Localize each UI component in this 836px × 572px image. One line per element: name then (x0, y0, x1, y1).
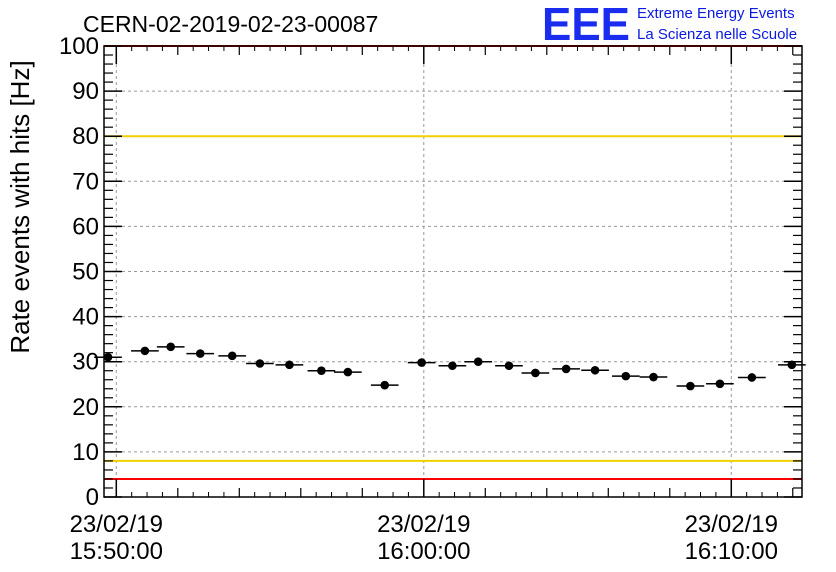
point-marker (686, 381, 695, 391)
data-point (438, 361, 467, 371)
point-marker (380, 380, 390, 390)
data-point (611, 371, 640, 381)
point-marker (417, 358, 426, 367)
point-marker (531, 368, 540, 378)
reference-lines (104, 45, 802, 480)
data-point (676, 381, 705, 391)
x-tick-labels: 23/02/1915:50:0023/02/1916:00:0023/02/19… (70, 511, 778, 565)
y-tick-label: 10 (72, 439, 99, 466)
point-marker (195, 349, 205, 358)
y-tick-label: 70 (72, 168, 99, 195)
point-marker (715, 379, 725, 389)
data-point (246, 359, 274, 368)
point-marker (590, 365, 600, 375)
data-point (552, 364, 580, 374)
y-tick-label: 60 (72, 213, 99, 240)
chart-title: CERN-02-2019-02-23-00087 (83, 11, 378, 37)
y-tick-label: 80 (72, 123, 99, 150)
point-marker (621, 371, 631, 381)
plot-frame (103, 45, 803, 498)
point-marker (504, 361, 514, 371)
data-point (156, 342, 185, 352)
data-point (581, 365, 609, 375)
point-marker (448, 361, 457, 371)
y-tick-label: 20 (72, 394, 99, 421)
point-marker (166, 342, 176, 352)
point-marker (473, 357, 483, 367)
data-point (738, 373, 766, 382)
point-marker (343, 367, 353, 377)
x-tick-date: 23/02/19 (70, 511, 163, 538)
point-marker (561, 364, 571, 374)
data-point (275, 360, 304, 370)
y-tick-label: 40 (72, 304, 99, 331)
y-axis-label: Rate events with hits [Hz] (5, 60, 35, 353)
point-marker (649, 372, 658, 382)
logo-line-1: Extreme Energy Events (637, 5, 795, 22)
data-point (186, 349, 215, 358)
point-marker (747, 373, 757, 382)
point-marker (787, 360, 797, 370)
y-tick-label: 30 (72, 349, 99, 376)
x-tick-date: 23/02/19 (685, 511, 778, 538)
data-point (521, 368, 550, 378)
logo-line-2: La Scienza nelle Scuole (637, 26, 797, 43)
point-marker (140, 346, 150, 356)
data-point (639, 372, 668, 382)
data-point (218, 351, 247, 361)
data-point (307, 366, 336, 376)
data-point (407, 358, 436, 367)
x-tick-time: 15:50:00 (70, 538, 163, 565)
data-point (334, 367, 362, 377)
x-tick-time: 16:00:00 (377, 538, 470, 565)
point-marker (103, 352, 113, 362)
data-point (495, 361, 523, 371)
data-point (706, 379, 734, 389)
y-tick-label: 0 (86, 484, 99, 511)
point-marker (285, 360, 294, 370)
x-tick-time: 16:10:00 (685, 538, 778, 565)
y-tick-label: 50 (72, 259, 99, 286)
y-tick-labels: 0 10 20 30 40 50 60 70 80 90 100 (59, 33, 99, 511)
grid-lines (104, 46, 802, 497)
data-point (464, 357, 493, 367)
data-point (94, 352, 122, 362)
data-points (94, 342, 806, 391)
eee-logo: EEE Extreme Energy Events La Scienza nel… (542, 0, 797, 50)
y-tick-label: 90 (72, 78, 99, 105)
data-point (370, 380, 399, 390)
data-point (131, 346, 159, 356)
y-tick-label: 100 (59, 33, 99, 60)
point-marker (227, 351, 237, 361)
x-tick-date: 23/02/19 (377, 511, 470, 538)
point-marker (255, 359, 265, 368)
data-point (778, 360, 806, 370)
eee-logo-mark: EEE (542, 0, 630, 50)
point-marker (317, 366, 326, 376)
